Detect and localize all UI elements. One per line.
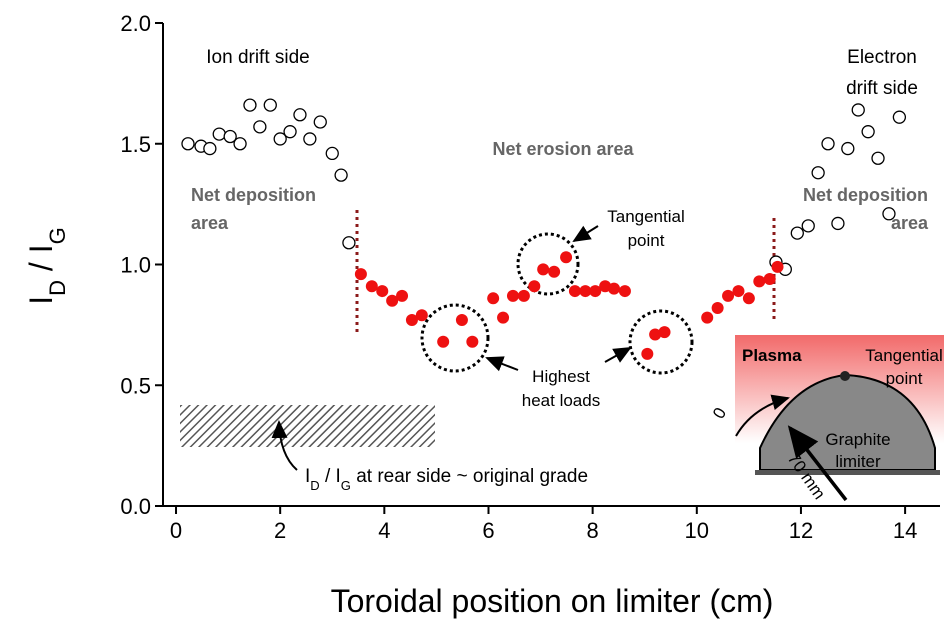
data-point [343, 237, 355, 249]
data-point [743, 292, 755, 304]
x-tick-label: 6 [482, 518, 494, 543]
annotation: area [891, 213, 929, 233]
label-part: D [45, 280, 70, 296]
x-tick-label: 0 [170, 518, 182, 543]
data-point [712, 302, 724, 314]
annotation: Ion drift side [206, 47, 310, 68]
y-tick-label: 1.0 [120, 253, 151, 278]
annotation: drift side [846, 78, 918, 99]
data-point [701, 312, 713, 324]
rear-side-band [180, 405, 435, 447]
chart: Plasma Tangential point Graphite limiter… [0, 0, 944, 627]
annotation: point [628, 231, 665, 250]
annotation: Net erosion area [492, 139, 634, 159]
data-point [182, 138, 194, 150]
annotation: Electron [847, 47, 917, 68]
data-point [335, 169, 347, 181]
y-tick-label: 0.5 [120, 373, 151, 398]
data-point [641, 348, 653, 360]
data-point [842, 143, 854, 155]
data-point [284, 126, 296, 138]
label-part: / I [320, 466, 341, 487]
inset-label: 0 [709, 404, 730, 422]
label-part: D [310, 478, 319, 493]
data-point [244, 99, 256, 111]
label-part: I [23, 296, 59, 305]
y-tick-label: 2.0 [120, 11, 151, 36]
data-point [355, 268, 367, 280]
data-point [659, 326, 671, 338]
data-point [416, 309, 428, 321]
data-point [619, 285, 631, 297]
data-point [497, 312, 509, 324]
data-point [753, 275, 765, 287]
data-point [722, 290, 734, 302]
data-point [518, 290, 530, 302]
data-point [883, 208, 895, 220]
annotation: ID / IG at rear side ~ original grade [305, 466, 588, 493]
label-part: at rear side ~ original grade [351, 466, 588, 487]
data-point [764, 273, 776, 285]
data-point [893, 111, 905, 123]
data-point [487, 292, 499, 304]
data-point [862, 126, 874, 138]
data-point [537, 263, 549, 275]
data-point [213, 128, 225, 140]
data-point [204, 143, 216, 155]
x-tick-label: 2 [274, 518, 286, 543]
label-part: / I [23, 244, 59, 280]
data-point [872, 152, 884, 164]
x-tick-label: 14 [893, 518, 917, 543]
data-point [832, 217, 844, 229]
x-tick-label: 4 [378, 518, 390, 543]
inset-label: point [886, 369, 923, 388]
data-point [772, 261, 784, 273]
label-part: G [341, 478, 351, 493]
inset-label: Tangential [865, 346, 943, 365]
inset: Plasma Tangential point Graphite limiter… [709, 335, 944, 503]
y-tick-label: 0.0 [120, 494, 151, 519]
inset-label: Graphite [825, 430, 890, 449]
annotation: heat loads [522, 391, 600, 410]
data-point [560, 251, 572, 263]
data-point [437, 336, 449, 348]
data-point [812, 167, 824, 179]
data-point [314, 116, 326, 128]
y-axis-label: ID / IG [23, 227, 70, 304]
data-point [326, 147, 338, 159]
data-point [528, 280, 540, 292]
data-point [791, 227, 803, 239]
data-point [608, 283, 620, 295]
data-point [852, 104, 864, 116]
data-point [456, 314, 468, 326]
label-part: G [45, 227, 70, 244]
data-point [366, 280, 378, 292]
annotation: Tangential [607, 207, 685, 226]
data-point [466, 336, 478, 348]
data-point [376, 285, 388, 297]
data-point [264, 99, 276, 111]
data-point [396, 290, 408, 302]
data-point [822, 138, 834, 150]
x-axis-label: Toroidal position on limiter (cm) [331, 583, 774, 619]
x-tick-label: 10 [685, 518, 709, 543]
x-tick-label: 8 [587, 518, 599, 543]
data-point [254, 121, 266, 133]
inset-label: Plasma [742, 346, 802, 365]
data-point [548, 266, 560, 278]
annotation: Net deposition [803, 185, 928, 205]
data-point [507, 290, 519, 302]
data-point [294, 109, 306, 121]
x-tick-label: 12 [789, 518, 813, 543]
annotation: Highest [532, 367, 590, 386]
data-point [802, 220, 814, 232]
annotation: area [191, 213, 229, 233]
data-point [569, 285, 581, 297]
data-point [234, 138, 246, 150]
inset-label: limiter [835, 452, 881, 471]
data-point [732, 285, 744, 297]
y-tick-label: 1.5 [120, 132, 151, 157]
annotation: Net deposition [191, 185, 316, 205]
data-point [304, 133, 316, 145]
